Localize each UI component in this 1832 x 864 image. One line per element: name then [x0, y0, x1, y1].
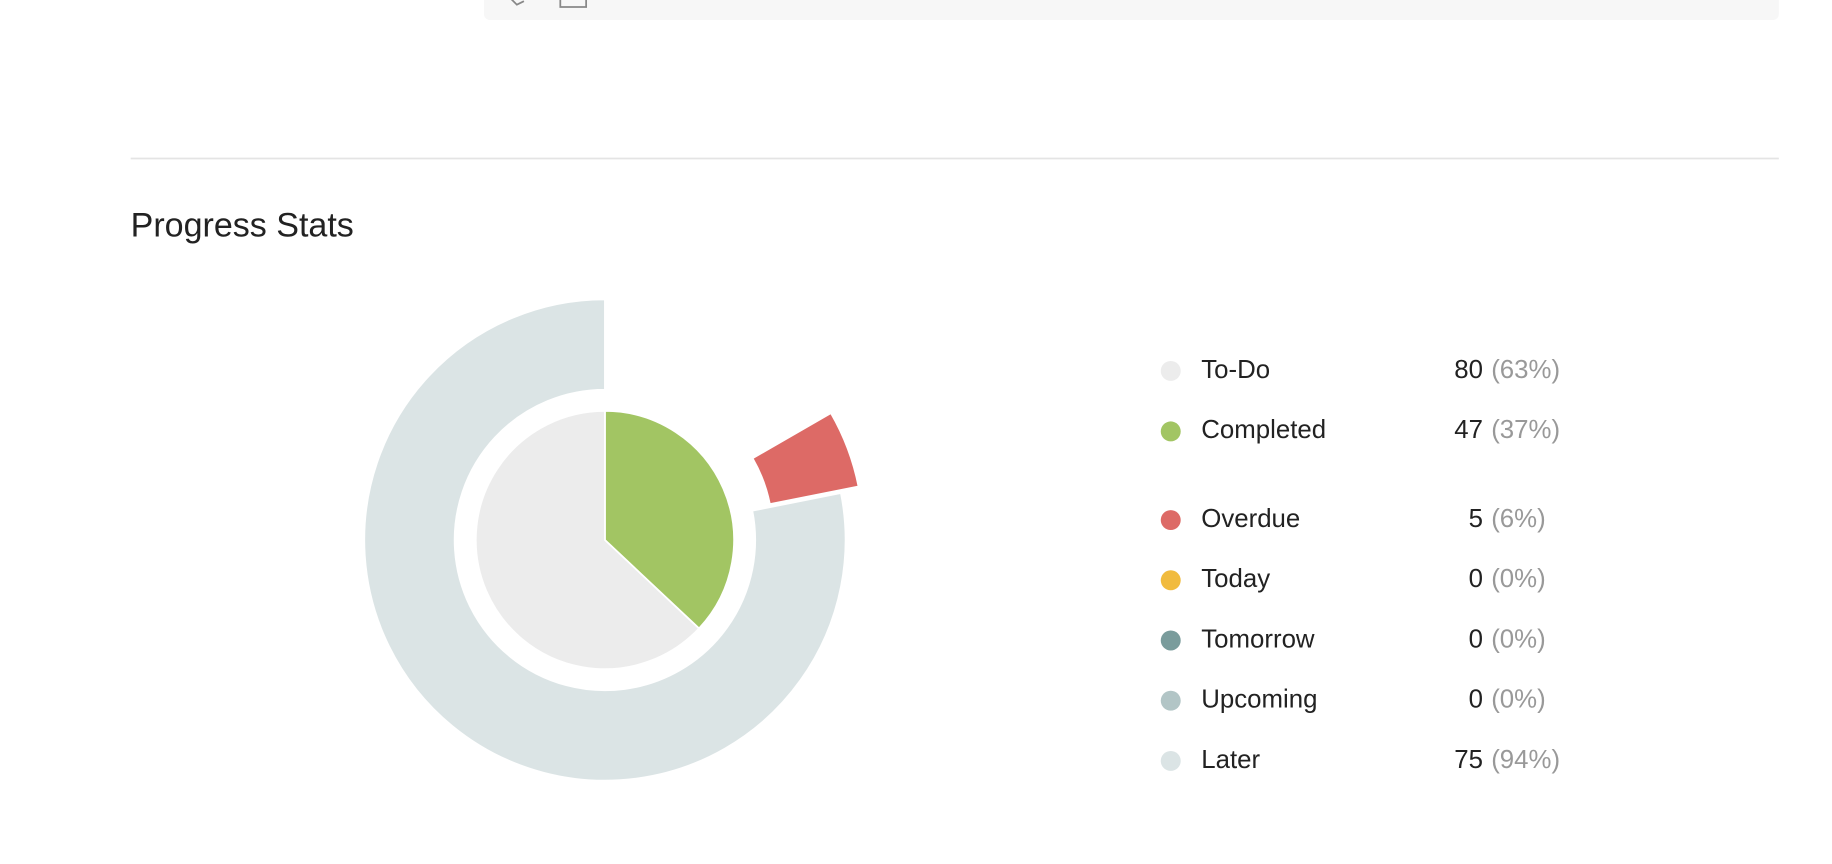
legend-label: Overdue: [1201, 505, 1300, 533]
legend-label: Completed: [1201, 416, 1326, 444]
legend-swatch: [1160, 690, 1181, 711]
legend-item: Completed 47 (37%): [1160, 416, 1560, 444]
legend-swatch: [1160, 360, 1181, 381]
pie-slice: [604, 409, 735, 630]
legend-percent: (0%): [1491, 625, 1546, 653]
legend-item: Today 0 (0%): [1160, 565, 1546, 593]
legend-value: 80: [1454, 356, 1483, 384]
legend-label: Tomorrow: [1201, 625, 1315, 653]
legend-swatch: [1160, 421, 1181, 442]
legend-label: Upcoming: [1201, 686, 1317, 714]
legend-percent: (0%): [1491, 565, 1546, 593]
legend-value: 47: [1454, 416, 1483, 444]
legend-item: Upcoming 0 (0%): [1160, 686, 1546, 714]
legend: To-Do 80 (63%) Completed 47 (37%) Overdue 5 (6%)…: [1160, 356, 1560, 774]
legend-swatch: [1160, 630, 1181, 651]
legend-percent: (0%): [1491, 686, 1546, 714]
legend-item: Later 75 (94%): [1160, 746, 1560, 774]
legend-label: Later: [1201, 746, 1260, 774]
legend-swatch: [1160, 570, 1181, 591]
legend-swatch: [1160, 750, 1181, 771]
legend-item: Overdue 5 (6%): [1160, 505, 1546, 533]
donut-chart: [363, 298, 860, 782]
legend-percent: (6%): [1491, 505, 1546, 533]
legend-swatch: [1160, 510, 1181, 531]
legend-item: Tomorrow 0 (0%): [1160, 625, 1546, 653]
ring-segment: [751, 411, 860, 506]
section-title: Progress Stats: [131, 207, 354, 245]
pie-slice: [474, 409, 701, 671]
ring-segment: [363, 298, 847, 782]
legend-item: To-Do 80 (63%): [1160, 356, 1560, 384]
legend-percent: (37%): [1491, 416, 1560, 444]
legend-percent: (94%): [1491, 746, 1560, 774]
legend-label: To-Do: [1201, 356, 1270, 384]
legend-label: Today: [1201, 565, 1270, 593]
legend-value: 0: [1469, 625, 1483, 653]
legend-value: 5: [1469, 505, 1483, 533]
legend-value: 0: [1469, 686, 1483, 714]
legend-value: 0: [1469, 565, 1483, 593]
legend-percent: (63%): [1491, 356, 1560, 384]
toolbar-icons: [510, 0, 588, 8]
toolbar: [484, 0, 1779, 20]
legend-value: 75: [1454, 746, 1483, 774]
